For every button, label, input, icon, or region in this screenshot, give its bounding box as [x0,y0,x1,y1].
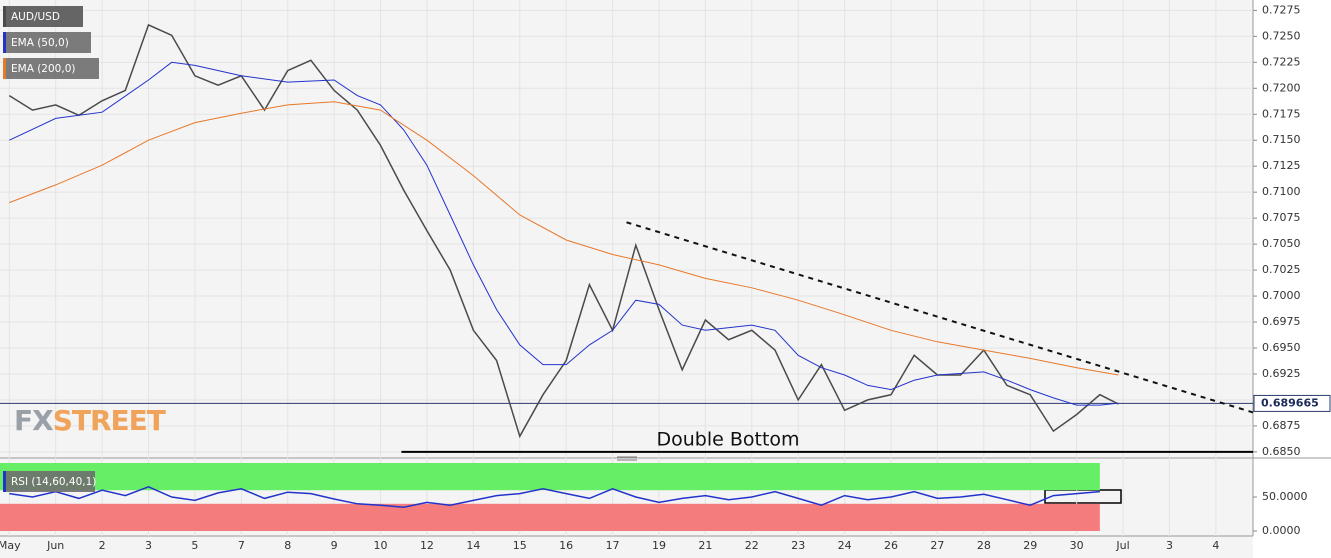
last-price-label: 0.689665 [1261,396,1319,409]
y-tick-label: 0.7250 [1262,29,1301,42]
x-tick-label: 10 [374,539,388,552]
x-tick-label: 9 [331,539,338,552]
x-tick-label: 17 [606,539,620,552]
y-tick-label: 0.6850 [1262,445,1301,458]
x-tick-label: 23 [791,539,805,552]
y-tick-label: 0.7200 [1262,81,1301,94]
line-series [9,61,1119,406]
x-tick-label: 7 [238,539,245,552]
x-tick-label: 29 [1023,539,1037,552]
y-tick-label: 0.7000 [1262,289,1301,302]
legend-swatch [3,32,6,53]
legend-label: RSI (14,60,40,1) [11,476,96,488]
y-tick-label: 0.7225 [1262,55,1301,68]
legend-box [3,58,99,79]
x-tick-label: 19 [652,539,666,552]
x-tick-label: 22 [745,539,759,552]
y-tick-label: 0.7275 [1262,3,1301,16]
x-tick-label: Jun [46,539,64,552]
legend-box [3,6,83,27]
x-tick-label: 16 [559,539,573,552]
rsi-band [0,463,1100,491]
y-tick-label: 0.7050 [1262,237,1301,250]
legend-label: EMA (200,0) [11,63,75,75]
legend-swatch [3,471,6,492]
legend-box [3,32,91,53]
axis-panel [1253,0,1331,558]
y-tick-label: 0.7100 [1262,185,1301,198]
y-tick-label: 0.6975 [1262,315,1301,328]
y-tick-label: 0.6925 [1262,367,1301,380]
y-tick-label: 0.7025 [1262,263,1301,276]
x-tick-label: 30 [1070,539,1084,552]
line-series [9,101,1119,376]
logo-fx: FX [14,404,54,437]
y-tick-label: 0.7075 [1262,211,1301,224]
y-tick-label: 0.6950 [1262,341,1301,354]
legend-label: EMA (50,0) [11,37,69,49]
last-price-box [1253,394,1331,412]
y-tick-label: 0.7175 [1262,107,1301,120]
x-tick-label: 12 [420,539,434,552]
legend-swatch [3,58,6,79]
logo-street: STREET [53,404,166,437]
legend-box [3,471,95,492]
x-tick-label: 24 [838,539,852,552]
rsi-band [0,503,1100,531]
x-tick-label: 3 [145,539,152,552]
x-tick-label: 26 [884,539,898,552]
logo: FXSTREET [14,404,166,437]
x-tick-label: 5 [191,539,198,552]
x-tick-label: 27 [930,539,944,552]
support-label: Double Bottom [656,428,799,450]
legend-swatch [3,6,6,27]
x-tick-label: 8 [284,539,291,552]
y-tick-label: 0.0000 [1262,524,1301,537]
x-tick-label: 28 [977,539,991,552]
x-tick-label: 21 [698,539,712,552]
y-tick-label: 0.7150 [1262,133,1301,146]
x-tick-label: May [0,539,21,552]
y-tick-label: 0.6875 [1262,419,1301,432]
y-tick-label: 0.7125 [1262,159,1301,172]
x-tick-label: 2 [99,539,106,552]
line-series [9,485,1100,508]
x-tick-label: 4 [1212,539,1219,552]
x-tick-label: 14 [466,539,480,552]
legend-label: AUD/USD [11,11,60,23]
x-tick-label: Jul [1115,539,1129,552]
x-tick-label: 15 [513,539,527,552]
x-tick-label: 3 [1166,539,1173,552]
y-tick-label: 50.0000 [1262,490,1308,503]
